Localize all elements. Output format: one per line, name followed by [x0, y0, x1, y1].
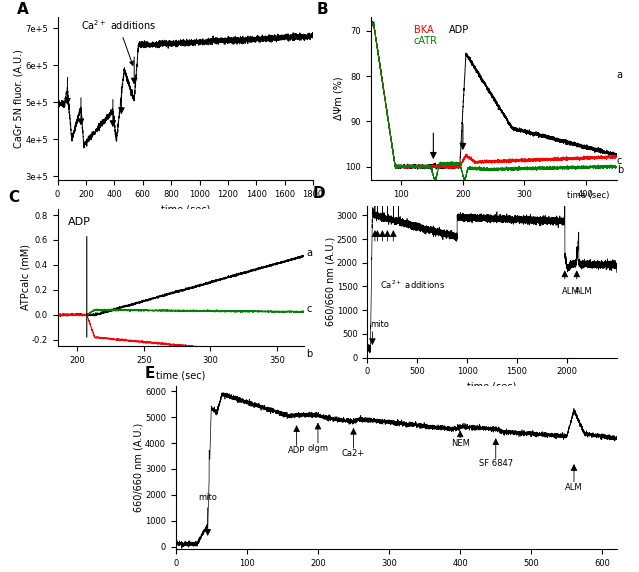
- Text: ALM: ALM: [565, 483, 583, 491]
- Text: c: c: [306, 304, 312, 314]
- Text: BKA: BKA: [413, 25, 433, 35]
- Text: Ca$^{2+}$ additions: Ca$^{2+}$ additions: [380, 279, 445, 291]
- Y-axis label: 660/660 nm (A.U.): 660/660 nm (A.U.): [325, 237, 335, 327]
- Text: ADP: ADP: [288, 446, 305, 455]
- Text: ADP: ADP: [449, 25, 469, 35]
- Text: Ca$^{2+}$ additions: Ca$^{2+}$ additions: [81, 18, 157, 65]
- X-axis label: time (sec): time (sec): [156, 370, 205, 380]
- Text: c: c: [617, 156, 622, 166]
- Y-axis label: 660/660 nm (A.U.): 660/660 nm (A.U.): [134, 423, 144, 513]
- Text: ADP: ADP: [68, 217, 91, 227]
- Text: time (sec): time (sec): [567, 192, 609, 200]
- Text: a: a: [306, 248, 312, 258]
- Text: C: C: [8, 190, 19, 205]
- Text: b: b: [617, 165, 623, 176]
- Text: mito: mito: [371, 320, 389, 329]
- Text: A: A: [17, 2, 28, 17]
- Text: D: D: [312, 186, 325, 201]
- Text: ALM: ALM: [562, 287, 580, 296]
- Y-axis label: ΔΨm (%): ΔΨm (%): [334, 77, 344, 121]
- Text: NEM: NEM: [450, 439, 470, 448]
- Text: SF 6847: SF 6847: [479, 459, 513, 468]
- Text: mito: mito: [198, 493, 217, 502]
- X-axis label: time (sec): time (sec): [160, 204, 210, 214]
- Text: ALM: ALM: [574, 287, 592, 296]
- Text: olgm: olgm: [307, 444, 328, 453]
- X-axis label: time (sec): time (sec): [467, 382, 517, 392]
- Text: B: B: [316, 2, 328, 17]
- Text: b: b: [306, 349, 312, 359]
- Y-axis label: CaGr 5N fluor. (A.U.): CaGr 5N fluor. (A.U.): [13, 49, 24, 148]
- Text: cATR: cATR: [413, 37, 438, 46]
- Text: E: E: [145, 366, 155, 381]
- Text: a: a: [617, 70, 622, 80]
- Text: Ca2+: Ca2+: [342, 449, 365, 458]
- Y-axis label: ATPcalc (mM): ATPcalc (mM): [20, 244, 30, 311]
